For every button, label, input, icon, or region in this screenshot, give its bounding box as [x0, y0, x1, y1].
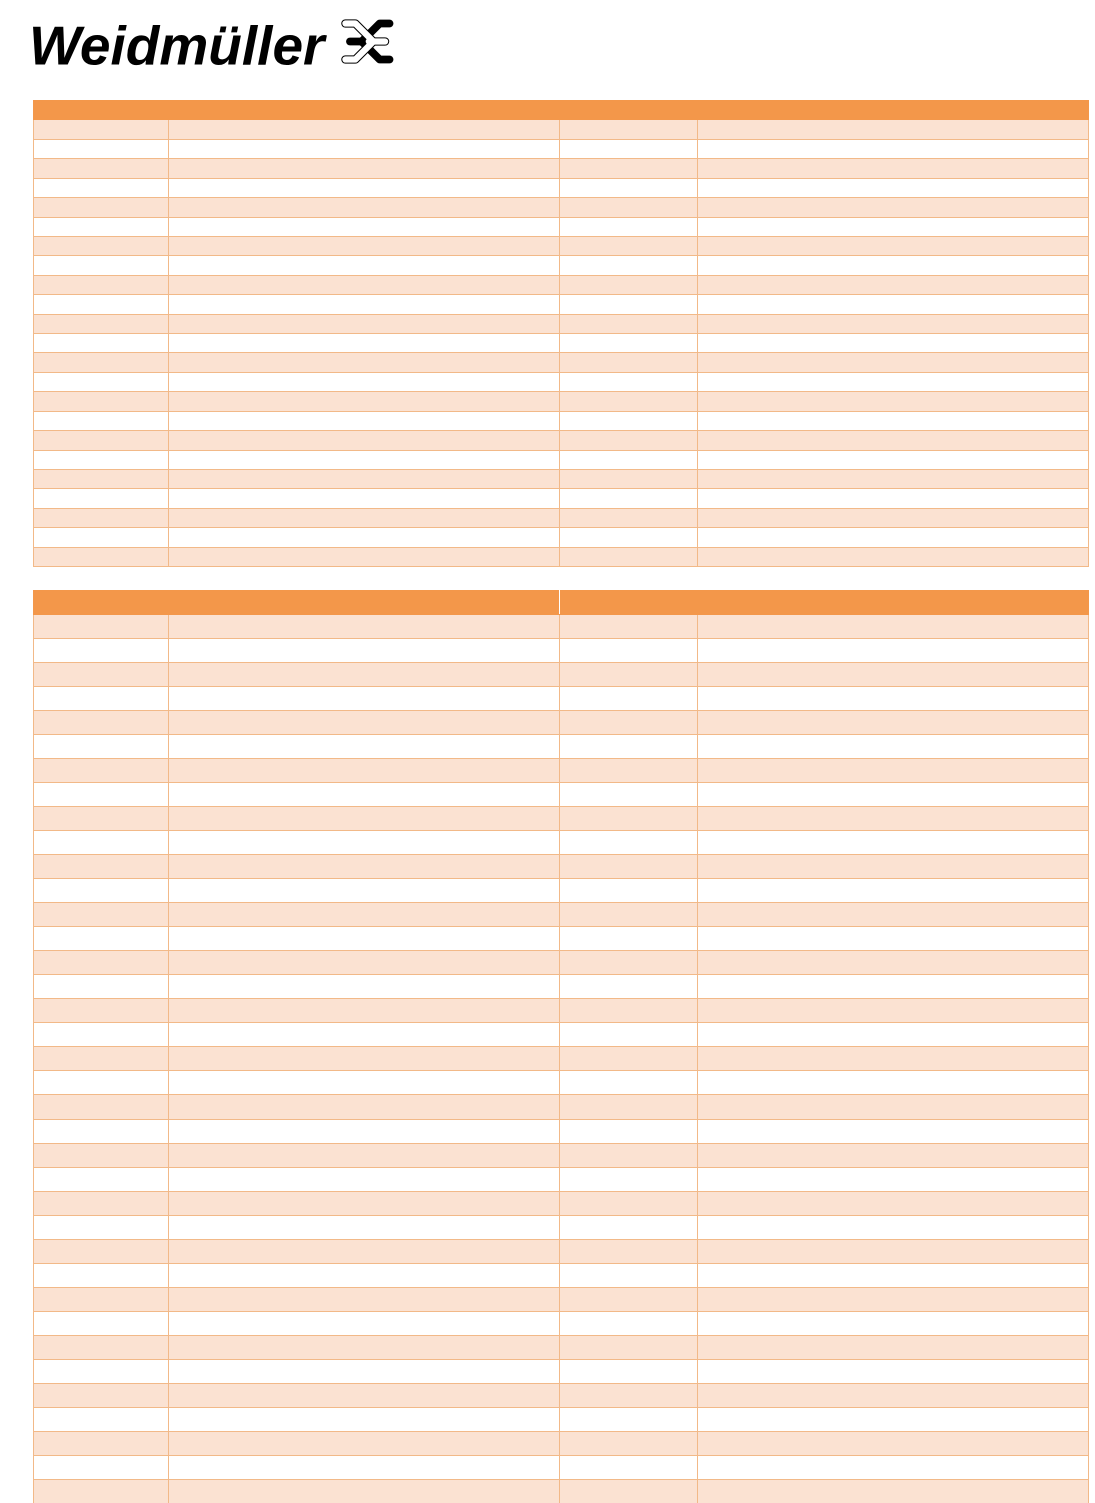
svg-text:Weidmüller: Weidmüller: [29, 15, 327, 77]
